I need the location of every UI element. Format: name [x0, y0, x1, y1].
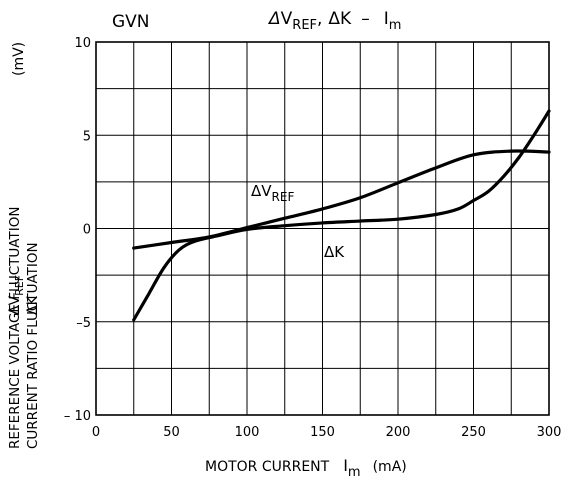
- series-label-k: ΔK: [324, 243, 345, 261]
- series-layer: [132, 109, 551, 322]
- y-tick-label: –5: [76, 316, 91, 331]
- title-delta: Δ: [267, 9, 281, 29]
- series-line-vref: [132, 149, 551, 250]
- x-tick-label: 50: [163, 425, 180, 440]
- y-axis-symbols: ΔVREF ΔK: [7, 275, 41, 315]
- series-line-k: [132, 109, 551, 322]
- x-axis-label-i: I: [343, 456, 348, 475]
- y-axis-vref-main: ΔV: [7, 295, 23, 315]
- y-axis-vref-sub: REF: [13, 275, 26, 296]
- chart-title: ΔVREF, ΔK – Im: [267, 9, 401, 33]
- plot-frame: [95, 41, 550, 416]
- y-axis-unit: (mV): [11, 42, 27, 76]
- x-axis-label: MOTOR CURRENT Im (mA): [205, 456, 407, 480]
- title-comma: ,: [317, 9, 322, 29]
- y-axis-k-symbol: ΔK: [25, 295, 41, 315]
- corner-label: GVN: [112, 12, 150, 32]
- title-dk: ΔK: [328, 9, 352, 29]
- x-axis-label-text: MOTOR CURRENT: [205, 459, 330, 475]
- y-tick-label: 5: [83, 129, 91, 144]
- x-tick-label: 0: [92, 425, 100, 440]
- y-tick-label: 10: [74, 36, 91, 51]
- y-axis-vref-symbol: ΔVREF: [7, 275, 26, 315]
- y-tick-label: 0: [83, 223, 91, 238]
- title-ref-sub: REF: [292, 18, 317, 33]
- y-tick-label: – 10: [64, 409, 91, 424]
- tick-labels: 0 50 100 150 200 250 300 – 10 –5 0 5 10: [64, 36, 562, 440]
- grid: [96, 42, 549, 415]
- y-axis-label-line-2: CURRENT RATIO FLUCTUATION: [25, 242, 41, 449]
- title-dash: –: [361, 9, 370, 29]
- x-tick-label: 250: [461, 425, 486, 440]
- x-axis-label-unit: (mA): [373, 459, 407, 475]
- x-tick-label: 300: [537, 425, 562, 440]
- series-label-vref: ΔVREF: [251, 182, 294, 204]
- x-axis-label-m-sub: m: [348, 465, 361, 480]
- y-axis-label-line-1: REFERENCE VOLTAGE FLUCTUATION: [7, 207, 23, 449]
- title-i: I: [384, 9, 389, 29]
- x-tick-label: 100: [235, 425, 260, 440]
- series-label-vref-sub: REF: [272, 190, 295, 204]
- y-axis-unit-text: (mV): [11, 42, 27, 76]
- y-axis-label: REFERENCE VOLTAGE FLUCTUATION CURRENT RA…: [7, 207, 41, 449]
- title-v: V: [281, 9, 293, 29]
- x-tick-label: 200: [386, 425, 411, 440]
- x-tick-label: 150: [310, 425, 335, 440]
- title-m-sub: m: [389, 18, 402, 33]
- series-label-vref-main: ΔV: [251, 182, 272, 200]
